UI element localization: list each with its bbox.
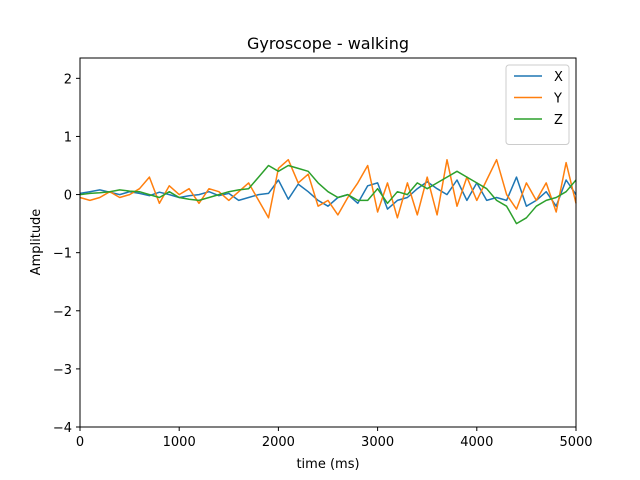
legend: XYZ xyxy=(505,64,570,145)
y-tick-label-2: −2 xyxy=(53,305,72,320)
x-tick-label-0: 0 xyxy=(76,435,84,450)
x-tick-label-4: 4000 xyxy=(460,435,493,450)
series-line-x xyxy=(79,176,577,210)
series-layer xyxy=(79,158,577,225)
plot-frame xyxy=(79,57,577,428)
legend-label-z: Z xyxy=(554,113,563,128)
axes-layer: 0 1000 2000 3000 4000 5000 −4 −3 −2 −1 0 1 2 xyxy=(53,72,593,450)
y-tick-label-6: 2 xyxy=(64,72,72,87)
series-line-z xyxy=(79,164,577,225)
x-axis-label: time (ms) xyxy=(296,457,359,472)
legend-label-x: X xyxy=(554,70,563,85)
x-tick-label-1: 1000 xyxy=(163,435,196,450)
x-tick-label-3: 3000 xyxy=(361,435,394,450)
legend-label-y: Y xyxy=(553,92,562,107)
y-tick-label-5: 1 xyxy=(64,130,72,145)
chart-title: Gyroscope - walking xyxy=(247,34,409,53)
y-tick-label-3: −1 xyxy=(53,247,72,262)
legend-box xyxy=(505,64,570,145)
y-tick-label-0: −4 xyxy=(53,421,72,436)
x-tick-label-5: 5000 xyxy=(559,435,592,450)
x-tick-label-2: 2000 xyxy=(262,435,295,450)
series-line-y xyxy=(79,158,577,219)
y-axis-label: Amplitude xyxy=(29,209,44,276)
y-tick-label-1: −3 xyxy=(53,363,72,378)
y-tick-label-4: 0 xyxy=(64,189,72,204)
